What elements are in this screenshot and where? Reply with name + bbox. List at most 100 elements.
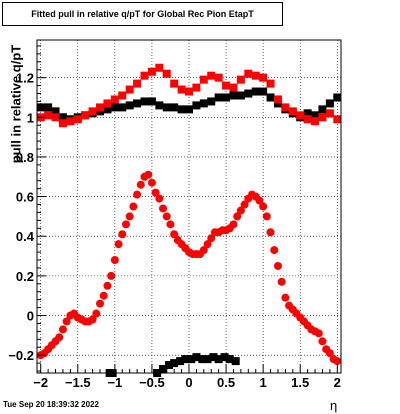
data-point bbox=[73, 115, 82, 124]
data-point bbox=[240, 200, 249, 209]
data-point bbox=[107, 271, 116, 280]
data-point bbox=[209, 353, 218, 362]
x-tick-label: −1 bbox=[107, 375, 122, 390]
data-point bbox=[231, 357, 240, 366]
data-point bbox=[259, 202, 268, 211]
data-point bbox=[277, 277, 286, 286]
y-tick-label: 1 bbox=[27, 110, 34, 125]
data-point bbox=[51, 107, 60, 116]
data-point bbox=[318, 105, 327, 114]
data-point bbox=[96, 299, 105, 308]
data-point bbox=[199, 246, 208, 255]
data-point bbox=[259, 73, 268, 82]
data-point bbox=[103, 281, 112, 290]
data-point bbox=[199, 75, 208, 84]
data-point bbox=[55, 333, 64, 342]
data-point bbox=[44, 103, 53, 112]
data-point bbox=[229, 91, 238, 100]
y-tick-label: 0.8 bbox=[16, 150, 34, 165]
data-point bbox=[185, 105, 193, 114]
data-point bbox=[103, 99, 112, 108]
data-point bbox=[58, 325, 67, 334]
data-point bbox=[96, 103, 105, 112]
data-point bbox=[251, 71, 260, 80]
data-point bbox=[229, 83, 238, 92]
data-point bbox=[244, 69, 253, 78]
data-point bbox=[151, 188, 160, 197]
data-point bbox=[103, 105, 112, 114]
data-point bbox=[273, 261, 282, 270]
data-point bbox=[88, 315, 97, 324]
data-point bbox=[164, 361, 173, 370]
data-point bbox=[92, 309, 101, 318]
data-point bbox=[214, 73, 223, 82]
data-point bbox=[203, 240, 212, 249]
y-tick-label: 0.2 bbox=[16, 269, 34, 284]
data-point bbox=[140, 97, 149, 106]
data-point bbox=[222, 93, 231, 102]
data-point bbox=[110, 256, 119, 265]
data-point bbox=[133, 99, 142, 108]
data-point bbox=[251, 87, 260, 96]
data-point bbox=[170, 103, 179, 112]
data-point bbox=[222, 81, 231, 90]
data-point bbox=[333, 357, 342, 366]
data-point bbox=[133, 190, 142, 199]
data-point bbox=[62, 317, 71, 326]
data-point bbox=[118, 230, 127, 239]
data-point bbox=[147, 67, 156, 76]
data-point bbox=[255, 196, 264, 205]
data-point bbox=[99, 291, 108, 300]
data-point bbox=[185, 87, 193, 96]
x-axis-label: η bbox=[330, 398, 338, 413]
data-point bbox=[114, 240, 123, 249]
series-2 bbox=[36, 63, 342, 128]
data-point bbox=[233, 212, 242, 221]
data-point bbox=[333, 115, 342, 124]
data-point bbox=[266, 93, 275, 102]
data-point bbox=[162, 212, 171, 221]
data-point bbox=[192, 83, 201, 92]
data-point bbox=[236, 91, 245, 100]
data-point bbox=[311, 111, 320, 120]
data-point bbox=[170, 79, 179, 88]
data-point bbox=[118, 91, 127, 100]
x-tick-label: −2 bbox=[33, 375, 48, 390]
y-tick-label: −0.2 bbox=[8, 348, 34, 363]
data-point bbox=[125, 212, 134, 221]
data-point bbox=[207, 97, 216, 106]
data-point bbox=[207, 234, 216, 243]
x-tick-label: −1.5 bbox=[65, 375, 91, 390]
data-point bbox=[170, 359, 179, 368]
data-point bbox=[162, 103, 171, 112]
data-point bbox=[259, 87, 268, 96]
y-tick-label: 0.6 bbox=[16, 190, 34, 205]
data-point bbox=[220, 353, 229, 362]
data-point bbox=[133, 79, 142, 88]
axes: −2 −1.5 −1 −0.5 0 0.5 1 1.5 2 −0.2 0 0.2 0.4 0.6 0.8 1 1… bbox=[8, 45, 341, 390]
data-point bbox=[136, 180, 145, 189]
data-point bbox=[273, 95, 282, 104]
data-point bbox=[140, 71, 149, 80]
data-point bbox=[177, 85, 186, 94]
data-point bbox=[192, 353, 201, 362]
data-point bbox=[203, 355, 212, 364]
data-point bbox=[333, 93, 342, 102]
data-point bbox=[118, 103, 127, 112]
data-point bbox=[36, 103, 45, 112]
x-tick-label: −0.5 bbox=[139, 375, 165, 390]
data-point bbox=[207, 71, 216, 80]
data-point bbox=[270, 246, 279, 255]
data-point bbox=[296, 111, 305, 120]
data-point bbox=[155, 63, 164, 72]
data-point bbox=[125, 101, 134, 110]
title-box: Fitted pull in relative q/pT for Global … bbox=[2, 2, 283, 26]
data-point bbox=[121, 220, 130, 229]
x-tick-label: 1 bbox=[260, 375, 267, 390]
data-point bbox=[236, 206, 245, 215]
data-point bbox=[147, 178, 156, 187]
data-point bbox=[187, 355, 196, 364]
data-point bbox=[244, 89, 253, 98]
y-tick-label: 0 bbox=[27, 309, 34, 324]
